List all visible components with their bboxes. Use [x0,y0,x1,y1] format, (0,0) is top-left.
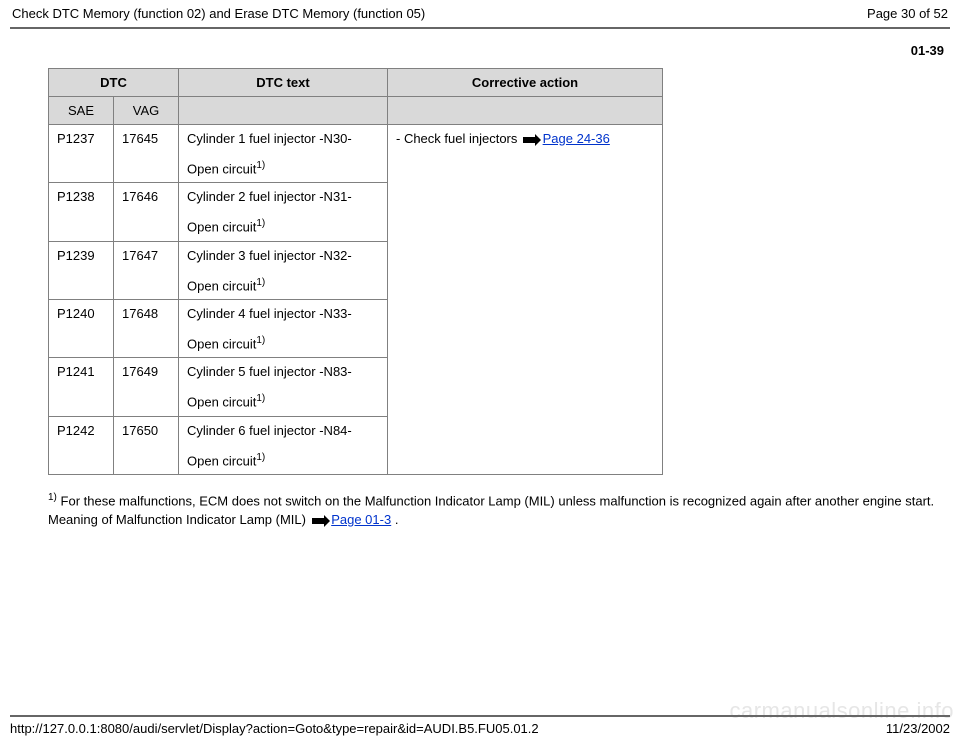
dtc-text-sub: Open circuit1) [187,335,379,351]
cell-sae: P1239 [49,241,114,299]
cell-sae: P1237 [49,125,114,183]
dtc-text-sub: Open circuit1) [187,160,379,176]
dtc-table: DTC DTC text Corrective action SAE VAG P… [48,68,663,475]
page-root: Check DTC Memory (function 02) and Erase… [0,0,960,742]
col-header-dtc-text: DTC text [179,69,388,97]
cell-sae: P1241 [49,358,114,416]
dtc-text-sub-label: Open circuit [187,220,256,235]
table-row: P1237 17645 Cylinder 1 fuel injector -N3… [49,125,663,183]
footnote-text-before: For these malfunctions, ECM does not swi… [48,493,934,527]
dtc-text-sub-label: Open circuit [187,161,256,176]
arrow-right-icon [523,135,537,145]
table-header-row-1: DTC DTC text Corrective action [49,69,663,97]
dtc-text-sup: 1) [256,393,265,404]
table-header-row-2: SAE VAG [49,97,663,125]
dtc-text-sub-label: Open circuit [187,278,256,293]
page-code: 01-39 [10,29,950,68]
corrective-page-link[interactable]: Page 24-36 [543,131,610,146]
dtc-text-sup: 1) [256,452,265,463]
footnote: 1) For these malfunctions, ECM does not … [10,475,950,530]
dtc-text-sup: 1) [256,335,265,346]
cell-dtc-text: Cylinder 3 fuel injector -N32- Open circ… [179,241,388,299]
header-page-label: Page 30 of 52 [867,6,948,21]
header-title: Check DTC Memory (function 02) and Erase… [12,6,425,21]
dtc-text-main: Cylinder 6 fuel injector -N84- [187,423,379,438]
dtc-text-sup: 1) [256,277,265,288]
col-header-corrective: Corrective action [388,69,663,97]
dtc-text-main: Cylinder 3 fuel injector -N32- [187,248,379,263]
cell-corrective-action: - Check fuel injectors Page 24-36 [388,125,663,475]
col-header-dtc: DTC [49,69,179,97]
cell-sae: P1242 [49,416,114,474]
corrective-prefix: - Check fuel injectors [396,131,521,146]
cell-sae: P1238 [49,183,114,241]
dtc-text-main: Cylinder 1 fuel injector -N30- [187,131,379,146]
dtc-text-sup: 1) [256,160,265,171]
cell-vag: 17645 [114,125,179,183]
col-subheader-action-empty [388,97,663,125]
footer-url: http://127.0.0.1:8080/audi/servlet/Displ… [10,721,539,736]
dtc-text-sub: Open circuit1) [187,452,379,468]
cell-dtc-text: Cylinder 6 fuel injector -N84- Open circ… [179,416,388,474]
content-area: DTC DTC text Corrective action SAE VAG P… [10,68,950,475]
footnote-page-link[interactable]: Page 01-3 [331,512,391,527]
cell-vag: 17646 [114,183,179,241]
col-subheader-sae: SAE [49,97,114,125]
bottom-bar: http://127.0.0.1:8080/audi/servlet/Displ… [10,715,950,736]
dtc-text-sub-label: Open circuit [187,336,256,351]
cell-vag: 17649 [114,358,179,416]
cell-vag: 17648 [114,299,179,357]
dtc-text-sub: Open circuit1) [187,277,379,293]
footnote-text-after: . [391,512,398,527]
cell-vag: 17650 [114,416,179,474]
cell-sae: P1240 [49,299,114,357]
dtc-text-main: Cylinder 5 fuel injector -N83- [187,364,379,379]
col-subheader-text-empty [179,97,388,125]
dtc-text-sub: Open circuit1) [187,218,379,234]
col-subheader-vag: VAG [114,97,179,125]
cell-dtc-text: Cylinder 5 fuel injector -N83- Open circ… [179,358,388,416]
cell-dtc-text: Cylinder 2 fuel injector -N31- Open circ… [179,183,388,241]
top-bar: Check DTC Memory (function 02) and Erase… [10,6,950,27]
dtc-text-sub-label: Open circuit [187,453,256,468]
cell-vag: 17647 [114,241,179,299]
dtc-text-sup: 1) [256,218,265,229]
footnote-sup: 1) [48,492,57,503]
dtc-text-sub: Open circuit1) [187,393,379,409]
arrow-right-icon [312,516,326,526]
dtc-text-main: Cylinder 2 fuel injector -N31- [187,189,379,204]
dtc-text-main: Cylinder 4 fuel injector -N33- [187,306,379,321]
dtc-text-sub-label: Open circuit [187,395,256,410]
footer-date: 11/23/2002 [886,721,950,736]
cell-dtc-text: Cylinder 4 fuel injector -N33- Open circ… [179,299,388,357]
cell-dtc-text: Cylinder 1 fuel injector -N30- Open circ… [179,125,388,183]
